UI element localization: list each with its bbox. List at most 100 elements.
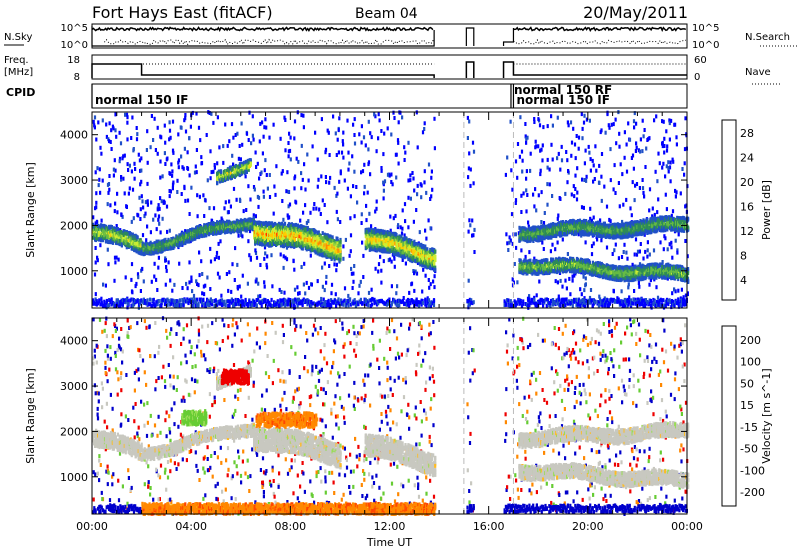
power-nearrange-cell	[517, 297, 520, 302]
power-noise-cell	[209, 246, 212, 251]
power-nearrange-cell	[92, 301, 95, 306]
power-nearrange-cell	[603, 302, 607, 307]
power-noise-cell	[293, 136, 296, 141]
power-nearrange-cell	[539, 300, 542, 305]
power-nearrange-cell	[114, 304, 117, 309]
power-noise-cell	[617, 256, 620, 261]
power-nearrange-cell	[318, 300, 321, 305]
power-nearrange-cell	[125, 298, 128, 302]
power-noise-cell	[541, 143, 544, 148]
power-nearrange-cell	[135, 299, 138, 304]
power-nearrange-cell	[582, 303, 586, 308]
power-band-cell	[216, 181, 219, 186]
power-nearrange-cell	[321, 304, 324, 308]
power-noise-cell	[661, 141, 664, 146]
power-noise-cell	[94, 292, 97, 297]
power-nearrange-cell	[178, 298, 181, 303]
power-nearrange-cell	[532, 300, 535, 305]
power-nearrange-cell	[242, 301, 245, 306]
power-noise-cell	[206, 178, 209, 183]
power-nearrange-cell	[519, 301, 522, 306]
power-nearrange-cell	[565, 299, 568, 304]
power-nearrange-cell	[610, 297, 613, 302]
power-nearrange-cell	[430, 301, 433, 305]
power-nearrange-cell	[330, 303, 333, 308]
power-noise-cell	[583, 113, 586, 118]
power-nearrange-cell	[429, 301, 432, 306]
power-nearrange-cell	[203, 302, 206, 307]
power-noise-cell	[378, 118, 381, 123]
power-nearrange-cell	[94, 301, 97, 306]
power-noise-cell	[580, 292, 583, 297]
cpid-mode-1: normal 150 RF	[514, 83, 612, 97]
power-noise-cell	[337, 150, 340, 155]
power-noise-cell	[466, 136, 469, 140]
power-noise-cell	[627, 282, 630, 287]
power-noise-cell	[408, 290, 411, 295]
power-noise-cell	[302, 125, 305, 130]
power-nearrange-cell	[642, 303, 645, 308]
power-noise-cell	[114, 201, 117, 206]
power-noise-cell	[543, 211, 546, 215]
power-nearrange-cell	[181, 297, 184, 302]
power-noise-cell	[675, 135, 678, 140]
power-noise-cell	[368, 211, 371, 216]
power-nearrange-cell	[275, 302, 278, 306]
power-nearrange-cell	[220, 298, 224, 303]
power-noise-cell	[632, 166, 635, 171]
power-nearrange-cell	[513, 299, 516, 304]
power-nearrange-cell	[296, 297, 299, 302]
power-noise-cell	[390, 259, 393, 264]
power-noise-cell	[472, 149, 476, 154]
power-nearrange-cell	[559, 301, 562, 306]
power-nearrange-cell	[308, 300, 312, 305]
power-noise-cell	[546, 157, 549, 162]
power-noise-cell	[525, 140, 528, 145]
power-nearrange-cell	[156, 302, 159, 307]
power-noise-cell	[681, 167, 684, 171]
power-nearrange-cell	[389, 303, 392, 308]
power-noise-cell	[184, 116, 187, 121]
power-noise-cell	[320, 296, 323, 301]
power-noise-cell	[284, 118, 287, 122]
power-noise-cell	[101, 118, 104, 123]
power-nearrange-cell	[424, 298, 427, 303]
power-noise-cell	[190, 185, 193, 190]
power-noise-cell	[204, 283, 207, 288]
power-noise-cell	[228, 139, 231, 144]
power-noise-cell	[169, 135, 172, 140]
power-noise-cell	[159, 159, 162, 164]
power-nearrange-cell	[525, 302, 529, 307]
power-nearrange-cell	[564, 303, 567, 308]
power-noise-cell	[341, 139, 344, 144]
power-noise-cell	[262, 134, 265, 139]
power-nearrange-cell	[359, 297, 362, 302]
power-noise-cell	[670, 213, 673, 218]
power-noise-cell	[539, 168, 542, 173]
power-noise-cell	[287, 141, 290, 145]
power-noise-cell	[467, 229, 470, 234]
power-noise-cell	[93, 125, 96, 130]
power-noise-cell	[342, 130, 345, 135]
power-noise-cell	[352, 279, 355, 284]
power-noise-cell	[180, 192, 183, 196]
power-nearrange-cell	[527, 298, 530, 303]
power-noise-cell	[508, 240, 511, 245]
power-noise-cell	[589, 157, 592, 162]
power-noise-cell	[339, 220, 342, 224]
power-noise-cell	[196, 214, 199, 219]
power-nearrange-cell	[327, 303, 330, 307]
power-nearrange-cell	[674, 300, 677, 305]
power-nearrange-cell	[240, 303, 243, 308]
power-noise-cell	[400, 231, 404, 236]
power-band-cell	[245, 169, 248, 174]
power-noise-cell	[197, 283, 200, 288]
power-noise-cell	[659, 240, 662, 245]
power-noise-cell	[137, 213, 140, 218]
power-nearrange-cell	[302, 297, 305, 302]
power-nearrange-cell	[208, 302, 211, 307]
power-nearrange-cell	[631, 301, 634, 305]
power-nearrange-cell	[657, 302, 660, 307]
power-noise-cell	[649, 278, 652, 283]
power-noise-cell	[416, 261, 420, 265]
